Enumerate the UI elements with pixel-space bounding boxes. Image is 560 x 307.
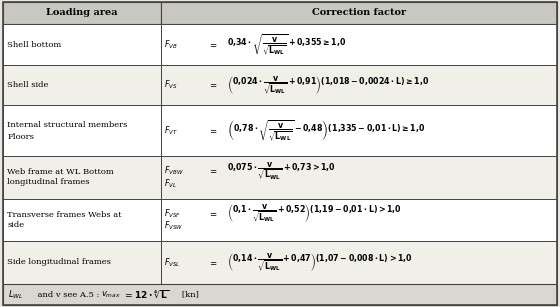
Text: $F_{VBW}$: $F_{VBW}$: [164, 165, 183, 177]
Text: and v see A.5 :: and v see A.5 :: [35, 290, 108, 298]
Text: Shell bottom: Shell bottom: [7, 41, 62, 49]
Bar: [3, 2, 161, 24]
Text: Correction factor: Correction factor: [312, 8, 406, 17]
Bar: [161, 241, 557, 284]
Text: $v_{max}$: $v_{max}$: [101, 289, 120, 300]
Text: $=$: $=$: [208, 209, 218, 218]
Text: $=$: $=$: [208, 40, 218, 49]
Text: $= \mathbf{12 \cdot \sqrt[4]{L}}$: $= \mathbf{12 \cdot \sqrt[4]{L}}$: [123, 289, 170, 300]
Text: Floors: Floors: [7, 133, 34, 141]
Text: $F_{VS}$: $F_{VS}$: [164, 79, 177, 91]
Text: $=$: $=$: [208, 81, 218, 90]
Bar: [161, 199, 557, 241]
Bar: [3, 284, 557, 305]
Text: Side longitudinal frames: Side longitudinal frames: [7, 258, 111, 266]
Text: longitudinal frames: longitudinal frames: [7, 178, 90, 186]
Bar: [161, 105, 557, 156]
Text: $=$: $=$: [208, 258, 218, 267]
Text: $\mathbf{\left(0{,}14 \cdot \dfrac{v}{\sqrt{L_{WL}}} + 0{,}47\right)(1{,}07 - 0{: $\mathbf{\left(0{,}14 \cdot \dfrac{v}{\s…: [227, 251, 413, 273]
Text: $=$: $=$: [208, 166, 218, 175]
Text: $F_{VSF}$: $F_{VSF}$: [164, 207, 181, 220]
Text: $\mathbf{0{,}34 \cdot \sqrt{\dfrac{v}{\sqrt{L_{WL}}}} + 0{,}355 \geq 1{,}0}$: $\mathbf{0{,}34 \cdot \sqrt{\dfrac{v}{\s…: [227, 32, 347, 57]
Text: [kn]: [kn]: [174, 290, 198, 298]
Text: Transverse frames Webs at: Transverse frames Webs at: [7, 211, 122, 219]
Bar: [161, 24, 557, 65]
Text: $=$: $=$: [208, 126, 218, 135]
Bar: [3, 241, 161, 284]
Text: $F_{VL}$: $F_{VL}$: [164, 177, 176, 190]
Bar: [161, 2, 557, 24]
Bar: [3, 65, 161, 105]
Text: $F_{VT}$: $F_{VT}$: [164, 124, 178, 137]
Text: $F_{VSL}$: $F_{VSL}$: [164, 256, 180, 269]
Text: Internal structural members: Internal structural members: [7, 121, 128, 129]
Bar: [3, 105, 161, 156]
Text: $\mathbf{\left(0{,}1 \cdot \dfrac{v}{\sqrt{L_{WL}}} + 0{,}52\right)(1{,}19 - 0{,: $\mathbf{\left(0{,}1 \cdot \dfrac{v}{\sq…: [227, 203, 402, 224]
Bar: [3, 199, 161, 241]
Text: $L_{WL}$: $L_{WL}$: [8, 288, 24, 301]
Text: Web frame at WL Bottom: Web frame at WL Bottom: [7, 168, 114, 176]
Bar: [161, 156, 557, 199]
Bar: [3, 156, 161, 199]
Text: Loading area: Loading area: [46, 8, 118, 17]
Bar: [3, 24, 161, 65]
Text: $\mathbf{\left(0{,}78 \cdot \sqrt{\dfrac{v}{\sqrt{L_{WL}}}} - 0{,}48\right)(1{,}: $\mathbf{\left(0{,}78 \cdot \sqrt{\dfrac…: [227, 119, 426, 143]
Text: $\mathbf{0{,}075 \cdot \dfrac{v}{\sqrt{L_{WL}}} + 0{,}73 > 1{,}0}$: $\mathbf{0{,}075 \cdot \dfrac{v}{\sqrt{L…: [227, 160, 336, 181]
Text: side: side: [7, 221, 25, 229]
Bar: [161, 65, 557, 105]
Text: $F_{VSW}$: $F_{VSW}$: [164, 220, 183, 232]
Text: Shell side: Shell side: [7, 81, 49, 89]
Text: $\mathbf{\left(0{,}024 \cdot \dfrac{v}{\sqrt{L_{WL}}} + 0{,}91\right)(1{,}018 - : $\mathbf{\left(0{,}024 \cdot \dfrac{v}{\…: [227, 74, 430, 96]
Text: $F_{VB}$: $F_{VB}$: [164, 38, 178, 51]
